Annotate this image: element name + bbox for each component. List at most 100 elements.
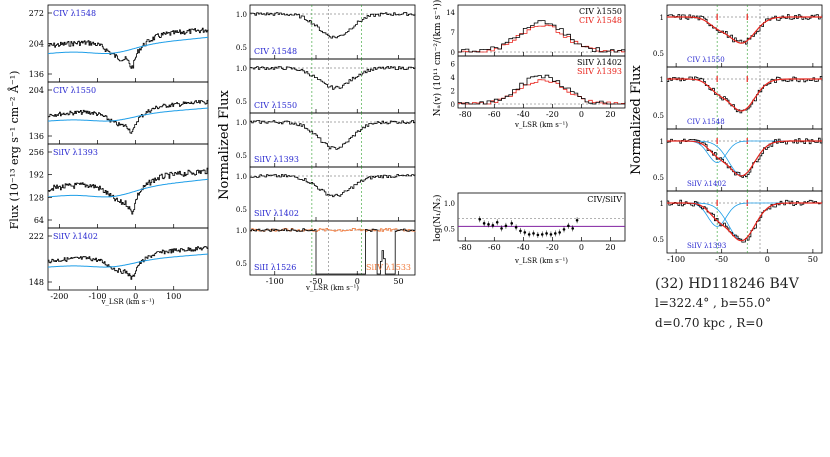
norm-ytick-label: 1.0 (236, 173, 247, 181)
norm-panel-label: CIV λ1550 (254, 101, 297, 110)
na-xlabel: v_LSR (km s⁻¹) (514, 121, 568, 129)
ratio-ytick-label: 1.0 (444, 200, 455, 208)
na-legend-red: CIV λ1548 (579, 16, 622, 25)
norm-xlabel: v_LSR (km s⁻¹) (305, 284, 359, 292)
fit-component1-line (667, 202, 822, 241)
distance: d=0.70 kpc , R=0 (655, 316, 764, 330)
na-xaxis-tick-label: 0 (579, 110, 584, 119)
ratio-point (491, 224, 495, 227)
fit-data-line (667, 14, 823, 45)
na-xaxis-tick-label: -20 (546, 110, 559, 119)
fit-model-line (667, 202, 822, 242)
ratio-xaxis-tick-label: 20 (605, 243, 615, 252)
ratio-point (562, 228, 566, 231)
fit-xaxis-tick-label: -50 (715, 255, 728, 264)
ratio-point (549, 233, 553, 236)
flux-model-line (47, 107, 209, 122)
norm-panel-frame (249, 220, 416, 276)
flux-ytick-label: 204 (29, 86, 44, 95)
fit-model-line (667, 78, 822, 112)
flux-xaxis-tick-label: 100 (166, 292, 181, 301)
na-ytick-label: 2 (451, 87, 455, 95)
ratio-point (575, 218, 579, 222)
ratio-point (567, 224, 570, 228)
flux-ytick-label: 192 (29, 171, 44, 180)
ratio-xaxis-tick-label: -40 (517, 243, 530, 252)
norm-xaxis-tick-label: -100 (266, 277, 284, 286)
ratio-point (487, 223, 490, 226)
fit-ytick-label: 1 (660, 76, 664, 84)
flux-ytick-label: 204 (29, 40, 44, 49)
flux-xaxis-tick-label: -200 (50, 292, 68, 301)
norm-data-line (250, 120, 416, 150)
fit-ylabel: Normalized Flux (629, 64, 644, 174)
ratio-point (540, 233, 544, 236)
norm-ytick-label: 0.5 (236, 206, 247, 214)
flux-ytick-label: 64 (34, 216, 44, 225)
fit-panel-frame (666, 190, 823, 254)
fit-ytick-label: 1 (660, 200, 664, 208)
ratio-point (519, 229, 522, 233)
na-ytick-label: 0 (451, 49, 455, 57)
flux-ytick-label: 136 (29, 132, 44, 141)
ratio-xaxis-tick-label: -80 (459, 243, 472, 252)
ratio-point (478, 217, 482, 221)
flux-panel-label: SiIV λ1393 (53, 148, 98, 157)
ratio-point (532, 232, 535, 235)
ratio-point (553, 232, 557, 235)
norm-ytick-label: 0.5 (236, 98, 247, 106)
ratio-xaxis-tick-label: -20 (546, 243, 559, 252)
norm-panel-label: SiII λ1526 (254, 263, 296, 272)
fit-panel-label: CIV λ1550 (687, 56, 725, 64)
na-ytick-label: 4 (451, 74, 456, 82)
norm-ytick-label: 0.5 (236, 44, 247, 52)
na-black-line (458, 20, 626, 53)
ratio-point (558, 231, 561, 234)
fit-component2-line (667, 140, 822, 163)
fit-model-line (667, 16, 822, 44)
fit-panel-label: SiIV λ1393 (687, 242, 726, 250)
flux-ytick-label: 148 (29, 278, 44, 287)
fit-data-line (667, 199, 823, 243)
ratio-point (571, 227, 575, 230)
norm-panel-label: SiIV λ1393 (254, 155, 299, 164)
fit-data-line (667, 76, 823, 114)
fit-xaxis-tick-label: 0 (765, 255, 770, 264)
flux-data-line (48, 99, 209, 134)
ratio-xaxis-tick-label: -60 (488, 243, 501, 252)
ratio-point (514, 226, 518, 229)
fit-ytick-label: 0.5 (653, 236, 664, 244)
fit-ytick-label: 0.5 (653, 112, 664, 120)
na-ytick-label: 7 (451, 29, 455, 37)
ratio-point (504, 224, 508, 228)
na-ytick-label: 0 (451, 101, 455, 109)
fit-panel-label: CIV λ1548 (687, 118, 725, 126)
norm-data-line (250, 228, 415, 275)
star-title: (32) HD118246 B4V (655, 276, 799, 292)
ratio-panel-frame (457, 192, 626, 242)
flux-data-line (48, 27, 209, 69)
na-ytick-label: 6 (451, 60, 456, 68)
ratio-ylabel: log(N₁/N₂) (432, 194, 443, 241)
na-legend-red: SiIV λ1393 (577, 67, 622, 76)
na-xaxis-tick-label: -40 (517, 110, 530, 119)
na-xaxis-tick-label: 20 (605, 110, 615, 119)
fit-model-line (667, 140, 822, 177)
flux-model-line (47, 178, 209, 198)
ratio-point (500, 227, 503, 230)
ratio-xaxis-tick-label: 0 (579, 243, 584, 252)
fit-panel-label: SiIV λ1402 (687, 180, 726, 188)
norm-ytick-label: 0.5 (236, 260, 247, 268)
ratio-point (545, 232, 548, 235)
norm-panel-label: CIV λ1548 (254, 47, 297, 56)
ratio-point (482, 222, 486, 225)
flux-panel-frame (47, 227, 209, 291)
flux-xaxis-tick-label: 0 (133, 292, 138, 301)
ratio-point (523, 231, 527, 234)
flux-data-line (48, 167, 209, 215)
flux-panel-label: CIV λ1548 (53, 9, 96, 18)
fit-xaxis-tick-label: 50 (808, 255, 818, 264)
flux-xaxis-tick-label: -100 (89, 292, 107, 301)
norm-ytick-label: 1.0 (236, 119, 247, 127)
